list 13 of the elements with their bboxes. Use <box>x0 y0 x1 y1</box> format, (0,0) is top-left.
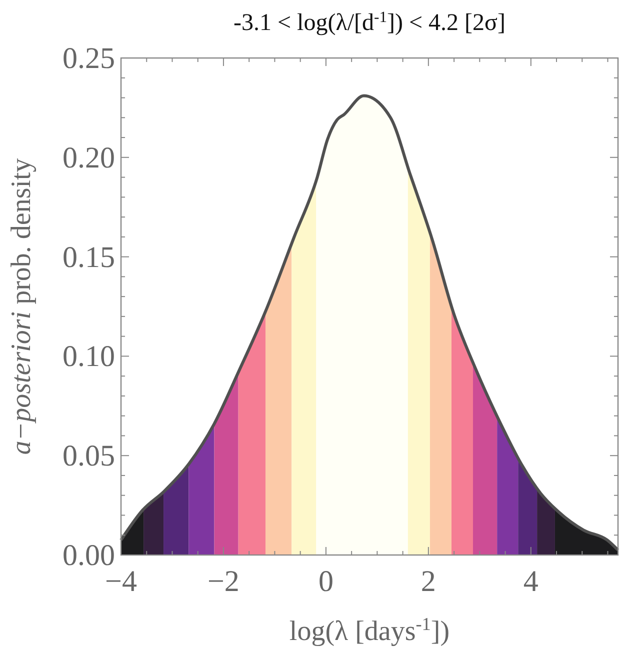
y-tick-label: 0.05 <box>62 440 115 473</box>
y-tick-label: 0.25 <box>62 42 115 75</box>
y-axis-title: a−posteriori prob. density <box>6 158 37 455</box>
y-tick-label: 0.20 <box>62 141 115 174</box>
x-tick-label: 2 <box>420 565 436 598</box>
x-tick-label: −2 <box>208 565 240 598</box>
x-tick-label: 0 <box>318 565 334 598</box>
y-tick-label: 0.15 <box>62 240 115 274</box>
x-tick-label: 4 <box>523 565 538 598</box>
chart-title: -3.1 < log(λ/[d$^{-1}$]) < 4.2 [2σ] <box>234 8 506 36</box>
x-axis-title: log(λ [days$^{-1}$]) <box>289 614 450 647</box>
y-tick-label: 0.10 <box>62 340 115 374</box>
line-series <box>120 94 620 552</box>
